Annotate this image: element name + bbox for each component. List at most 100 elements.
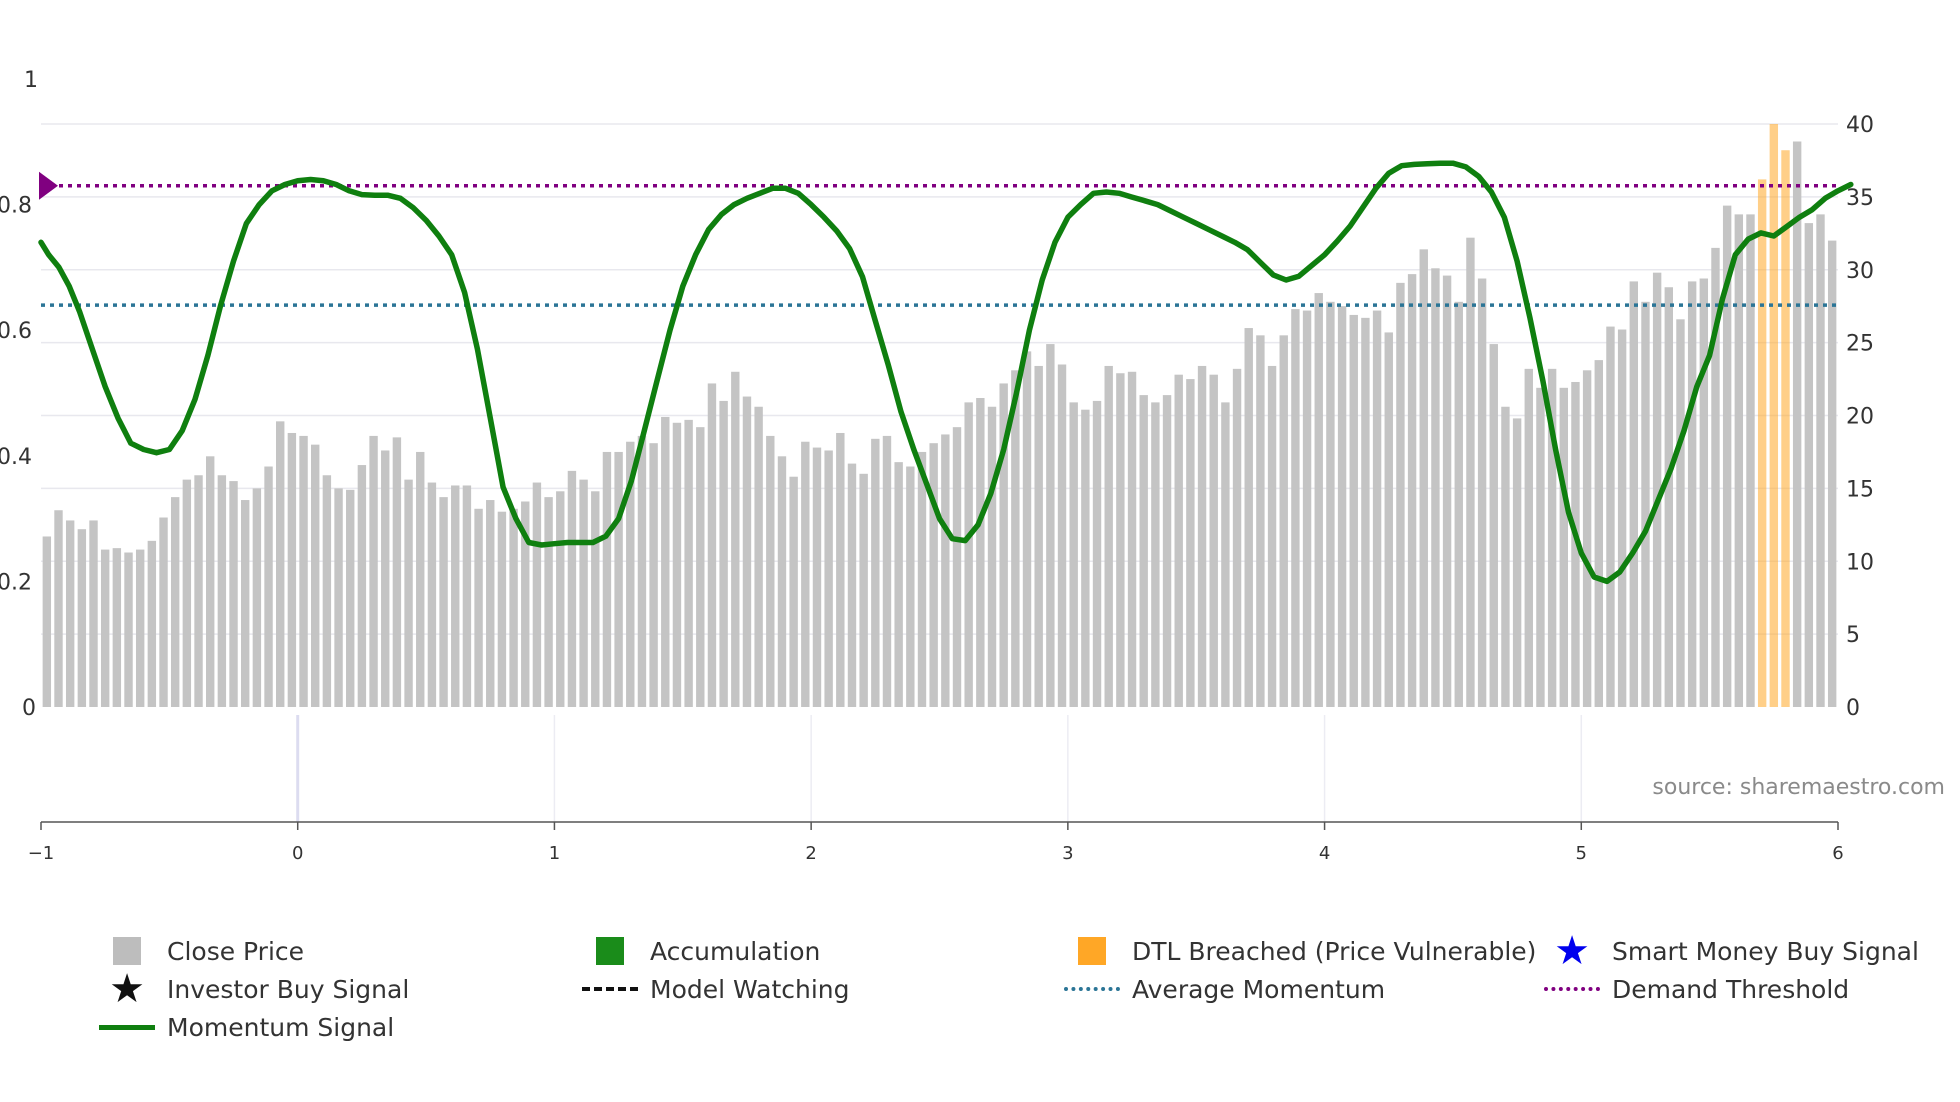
close-price-bar — [1022, 351, 1032, 707]
close-price-bar — [1734, 214, 1744, 708]
close-price-bar — [357, 465, 367, 707]
close-price-bar — [1652, 272, 1662, 707]
legend-dtl-breached[interactable]: DTL Breached (Price Vulnerable) — [1060, 932, 1536, 970]
close-price-bar — [451, 485, 460, 707]
x-tick-label: 5 — [1576, 843, 1587, 864]
legend-label: Average Momentum — [1132, 974, 1386, 1004]
close-price-bar — [1606, 326, 1615, 707]
close-price-bar — [1629, 281, 1638, 707]
close-price-bar — [205, 456, 215, 707]
close-price-bar — [1034, 365, 1043, 707]
close-price-bar — [1174, 374, 1183, 707]
close-price-bar — [742, 396, 752, 707]
close-price-bar — [1617, 329, 1627, 707]
legend-investor-buy[interactable]: ★ Investor Buy Signal — [95, 969, 409, 1009]
legend-label: Close Price — [167, 936, 305, 966]
close-price-bar — [777, 456, 787, 707]
close-price-bar — [964, 402, 973, 707]
dtl-bar — [1757, 179, 1767, 707]
legend-average-momentum[interactable]: Average Momentum — [1060, 970, 1385, 1008]
close-price-bar — [1407, 274, 1417, 707]
y-right-tick-label: 40 — [1846, 113, 1874, 138]
legend-smart-money[interactable]: ★ Smart Money Buy Signal — [1540, 931, 1919, 971]
close-price-bar — [77, 529, 87, 707]
close-price-bar — [311, 444, 320, 707]
close-price-bar — [1197, 365, 1207, 707]
legend-model-watching[interactable]: Model Watching — [578, 970, 850, 1008]
close-price-bar — [614, 451, 623, 707]
y-left-tick-label: 0.4 — [0, 445, 32, 470]
close-price-bar — [486, 500, 495, 707]
close-price-bar — [836, 432, 845, 707]
legend-label: Model Watching — [650, 974, 850, 1004]
close-price-bar — [1151, 402, 1160, 707]
close-price-bar — [1466, 237, 1475, 707]
close-price-bar — [929, 443, 938, 707]
close-price-bar — [287, 432, 297, 707]
legend-momentum-signal[interactable]: Momentum Signal — [95, 1008, 394, 1046]
close-price-bar — [147, 540, 157, 707]
close-price-bar — [1746, 214, 1755, 708]
close-price-bar — [882, 435, 892, 707]
legend-close-price[interactable]: Close Price — [95, 932, 304, 970]
close-price-bar — [1396, 282, 1405, 707]
close-price-bar — [229, 481, 238, 707]
close-price-bar — [404, 479, 413, 707]
close-price-bar — [1711, 247, 1720, 707]
close-price-bar — [1699, 278, 1709, 707]
close-price-bar — [170, 497, 180, 707]
close-price-bar — [707, 383, 717, 707]
close-price-bar — [112, 548, 122, 707]
close-price-bar — [567, 470, 577, 707]
y-right-tick-label: 30 — [1846, 259, 1874, 284]
close-price-bar — [1827, 240, 1837, 707]
y-right-tick-label: 35 — [1846, 186, 1874, 211]
close-price-bar — [1162, 395, 1172, 707]
close-price-bar — [859, 473, 868, 707]
close-price-bar — [1641, 301, 1650, 707]
close-price-bar — [1081, 409, 1090, 707]
close-price-bar — [976, 398, 985, 707]
close-price-bar — [509, 508, 518, 707]
dotted-line-icon — [1544, 987, 1600, 991]
close-price-bar — [1559, 387, 1568, 707]
source-label: source: sharemaestro.com — [1652, 775, 1945, 800]
close-price-bar — [1127, 371, 1137, 707]
close-price-bar — [1582, 370, 1592, 707]
close-price-bar — [474, 508, 483, 707]
close-price-bar — [252, 488, 262, 707]
close-price-bar — [1804, 223, 1814, 708]
close-price-bar — [952, 427, 962, 707]
close-price-bar — [1069, 402, 1078, 707]
y-left-tick-label: 0.8 — [0, 194, 32, 219]
close-price-bar — [54, 510, 63, 707]
legend-label: DTL Breached (Price Vulnerable) — [1132, 936, 1537, 966]
close-price-bar — [1512, 418, 1522, 707]
dtl-bar — [1781, 150, 1790, 708]
close-price-bar — [672, 422, 682, 707]
close-price-bar — [1279, 335, 1288, 707]
close-price-bar — [276, 421, 285, 707]
close-price-bar — [1816, 214, 1825, 708]
close-price-swatch-icon — [113, 937, 141, 965]
close-price-bar — [1314, 293, 1323, 707]
close-price-bar — [812, 447, 822, 707]
y-right-tick-label: 20 — [1846, 405, 1874, 430]
close-price-bar — [1687, 281, 1697, 707]
close-price-bar — [1361, 317, 1370, 707]
legend-accumulation[interactable]: Accumulation — [578, 932, 820, 970]
close-price-bar — [1116, 373, 1125, 707]
close-price-bar — [1011, 370, 1020, 707]
close-price-bar — [532, 482, 542, 707]
close-price-bar — [135, 549, 145, 707]
close-price-bar — [661, 416, 670, 707]
solid-line-icon — [99, 1024, 155, 1030]
close-price-bar — [1372, 310, 1382, 707]
legend-demand-threshold[interactable]: Demand Threshold — [1540, 970, 1849, 1008]
close-price-bar — [1326, 301, 1335, 707]
close-price-bar — [264, 466, 273, 707]
close-price-bar — [1419, 249, 1428, 707]
axes — [40, 821, 1839, 830]
